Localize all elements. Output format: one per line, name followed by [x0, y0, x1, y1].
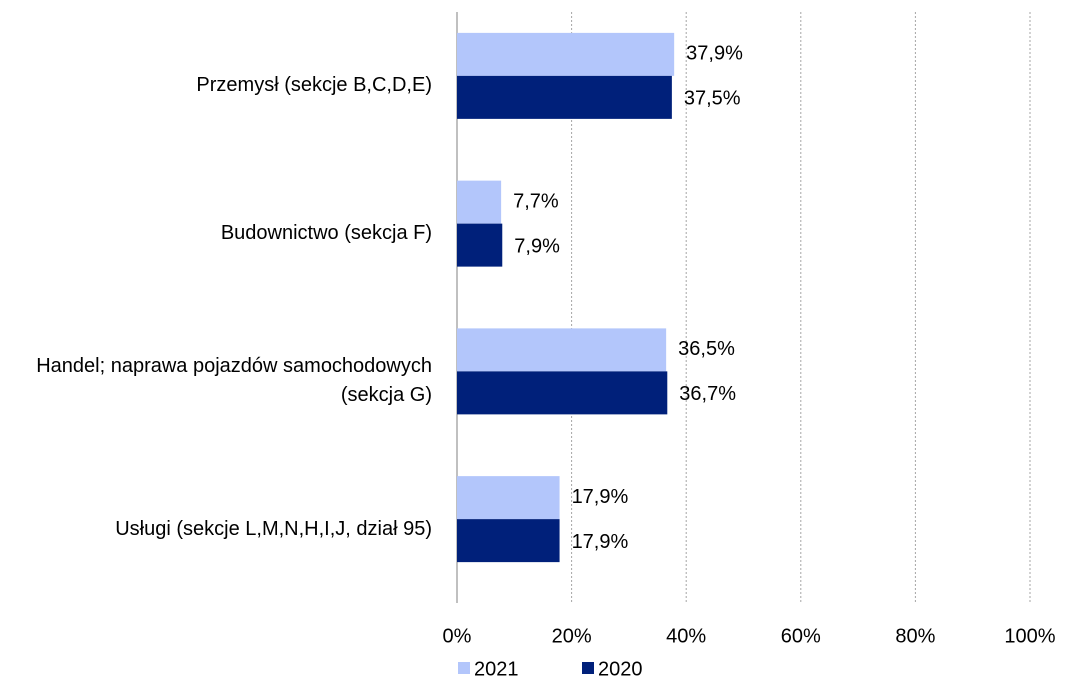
data-label: 17,9%: [572, 531, 629, 553]
bar: [457, 519, 560, 563]
x-tick-label: 20%: [552, 625, 592, 647]
legend-label: 2021: [474, 658, 519, 680]
data-label: 7,9%: [514, 235, 560, 257]
legend-label: 2020: [598, 658, 643, 680]
data-label: 36,7%: [679, 383, 736, 405]
data-label: 17,9%: [572, 486, 629, 508]
y-tick-label: Handel; naprawa pojazdów samochodowych (…: [36, 355, 432, 407]
data-label: 36,5%: [678, 338, 735, 360]
x-tick-label: 80%: [895, 625, 935, 647]
y-tick-label: Usługi (sekcje L,M,N,H,I,J, dział 95): [115, 517, 432, 540]
bar: [457, 32, 675, 76]
bar: [457, 223, 503, 267]
legend-swatch: [458, 662, 470, 674]
y-tick-label: Przemysł (sekcje B,C,D,E): [196, 74, 432, 97]
bar: [457, 180, 502, 224]
x-tick-label: 0%: [443, 625, 472, 647]
y-tick-label: Budownictwo (sekcja F): [220, 222, 432, 245]
x-tick-label: 40%: [666, 625, 706, 647]
x-tick-label: 60%: [781, 625, 821, 647]
data-label: 37,9%: [686, 43, 743, 65]
bar: [457, 476, 560, 520]
bar: [457, 75, 672, 119]
legend-swatch: [582, 662, 594, 674]
data-label: 7,7%: [513, 190, 559, 212]
bar: [457, 328, 667, 372]
data-label: 37,5%: [684, 88, 741, 110]
bar: [457, 371, 668, 415]
x-tick-label: 100%: [1004, 625, 1055, 647]
